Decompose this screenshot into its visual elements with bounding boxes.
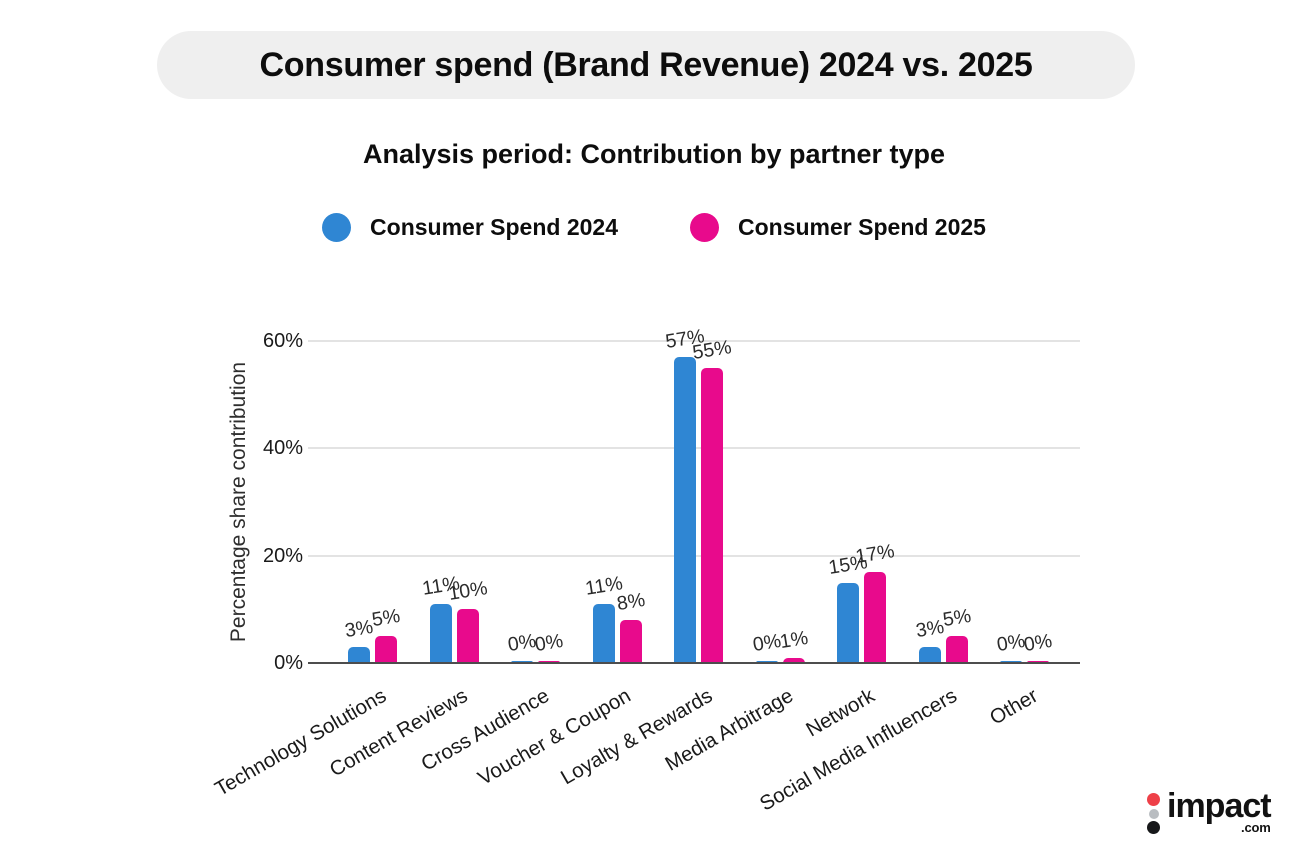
- logo-dot-red: [1147, 793, 1160, 806]
- legend-dot-icon: [322, 212, 352, 242]
- value-label-consumer-spend-2025-social-media-influencers: 5%: [940, 605, 973, 632]
- bar-consumer-spend-2025-media-arbitrage: [782, 657, 805, 663]
- value-label-consumer-spend-2025-technology-solutions: 5%: [370, 605, 402, 632]
- legend-label: Consumer Spend 2024: [370, 213, 618, 240]
- chart-legend: Consumer Spend 2024 Consumer Spend 2025: [0, 209, 1308, 245]
- bar-consumer-spend-2024-loyalty-rewards: [674, 357, 696, 663]
- bar-consumer-spend-2024-network: [837, 582, 859, 663]
- logo-word: impact: [1167, 787, 1272, 825]
- bar-consumer-spend-2024-social-media-influencers: [918, 646, 941, 663]
- logo-dot-gray: [1148, 809, 1159, 819]
- y-tick-60: 60%: [262, 330, 303, 352]
- logo-dot-black: [1147, 821, 1160, 834]
- legend-dot-icon: [690, 212, 719, 242]
- value-label-consumer-spend-2025-network: 17%: [854, 539, 896, 568]
- bar-consumer-spend-2025-loyalty-rewards: [701, 367, 723, 663]
- bar-consumer-spend-2025-voucher-coupon: [619, 620, 642, 663]
- bar-consumer-spend-2024-voucher-coupon: [592, 603, 615, 663]
- impact-logo: impact .com: [1147, 787, 1272, 835]
- chart-subtitle: Analysis period: Contribution by partner…: [362, 139, 946, 169]
- y-tick-40: 40%: [262, 437, 303, 460]
- page-title: Consumer spend (Brand Revenue) 2024 vs. …: [259, 45, 1033, 84]
- title-pill: Consumer spend (Brand Revenue) 2024 vs. …: [157, 31, 1135, 99]
- x-axis-line: [308, 662, 1080, 664]
- bar-consumer-spend-2025-social-media-influencers: [945, 636, 968, 663]
- x-label-other: Other: [986, 684, 1042, 730]
- x-label-content-reviews: Content Reviews: [325, 684, 472, 782]
- legend-label: Consumer Spend 2025: [738, 213, 986, 240]
- bar-consumer-spend-2025-content-reviews: [456, 609, 479, 663]
- y-tick-20: 20%: [262, 544, 303, 567]
- legend-item-consumer-spend-2024: Consumer Spend 2024: [322, 212, 618, 242]
- bar-consumer-spend-2025-network: [864, 571, 886, 663]
- bar-consumer-spend-2024-technology-solutions: [348, 646, 370, 663]
- bar-consumer-spend-2025-technology-solutions: [375, 636, 397, 663]
- logo-dots: [1147, 793, 1160, 834]
- bar-consumer-spend-2024-content-reviews: [429, 603, 452, 663]
- legend-item-consumer-spend-2025: Consumer Spend 2025: [690, 212, 986, 242]
- y-axis-title: Percentage share contribution: [227, 361, 250, 643]
- y-tick-0: 0%: [274, 652, 303, 674]
- logo-text: impact .com: [1167, 787, 1272, 835]
- logo-tld: .com: [1241, 820, 1271, 835]
- value-label-consumer-spend-2025-media-arbitrage: 1%: [777, 626, 810, 653]
- gridline-60: [308, 340, 1080, 342]
